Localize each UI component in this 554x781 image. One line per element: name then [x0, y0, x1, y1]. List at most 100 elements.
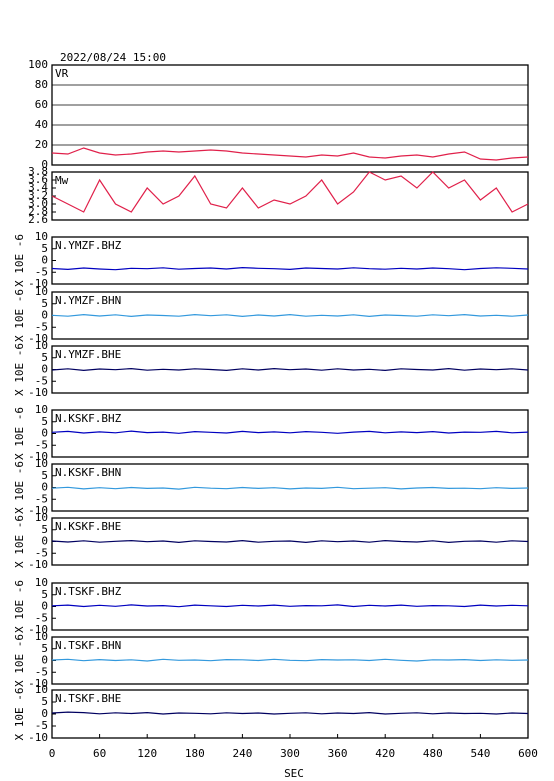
x-tick-label: 180	[185, 747, 205, 760]
y-tick-label: -5	[35, 438, 48, 451]
y-tick-label: 5	[41, 242, 48, 255]
y-tick-label: -10	[28, 504, 48, 517]
y-tick-label: -5	[35, 492, 48, 505]
series-line	[51, 604, 529, 608]
series-line	[51, 658, 529, 662]
y-tick-label: -10	[28, 277, 48, 290]
series-line	[51, 486, 529, 490]
y-tick-label: -10	[28, 332, 48, 345]
y-tick-label: 0	[41, 309, 48, 322]
y-tick-label: 5	[41, 588, 48, 601]
y-tick-label: 5	[41, 695, 48, 708]
y-tick-label: 80	[35, 78, 48, 91]
y-tick-label: -10	[28, 623, 48, 636]
y-tick-label: 0	[41, 600, 48, 613]
y-tick-label: -10	[28, 558, 48, 571]
x-tick-label: 600	[518, 747, 538, 760]
y-axis-label: X 10E -6	[13, 407, 26, 460]
x-tick-label: 420	[375, 747, 395, 760]
y-tick-label: -5	[35, 320, 48, 333]
y-tick-label: -5	[35, 265, 48, 278]
y-tick-label: 2.8	[28, 205, 48, 218]
panel-frame	[51, 236, 529, 285]
y-tick-label: 10	[35, 576, 48, 589]
y-tick-label: 3.4	[28, 181, 48, 194]
x-axis-label: SEC	[284, 767, 304, 780]
x-tick-label: 360	[328, 747, 348, 760]
x-tick-label: 120	[137, 747, 157, 760]
x-tick-label: 300	[280, 747, 300, 760]
y-tick-label: -5	[35, 611, 48, 624]
panel-frame	[51, 409, 529, 458]
chart-title: 2022/08/24 15:00	[60, 51, 166, 64]
series-label: N.YMZF.BHE	[55, 348, 121, 361]
series-line	[51, 171, 529, 213]
y-axis-label: X 10E -6	[13, 461, 26, 514]
y-axis-label: X 10E -6	[13, 289, 26, 342]
x-tick-label: 0	[49, 747, 56, 760]
series-line	[51, 266, 529, 271]
y-tick-label: -10	[28, 450, 48, 463]
series-line	[51, 711, 529, 715]
y-tick-label: 40	[35, 118, 48, 131]
y-tick-label: 0	[41, 481, 48, 494]
y-tick-label: -5	[35, 665, 48, 678]
y-axis-label: X 10E -6	[13, 580, 26, 633]
panel-frame	[51, 64, 529, 166]
panel-frame	[51, 689, 529, 739]
y-tick-label: 5	[41, 297, 48, 310]
y-tick-label: 100	[28, 58, 48, 71]
series-label: N.YMZF.BHZ	[55, 239, 122, 252]
series-label: N.KSKF.BHZ	[55, 412, 122, 425]
series-line	[51, 147, 529, 161]
series-line	[51, 313, 529, 318]
y-tick-label: 3.8	[28, 165, 48, 178]
y-tick-label: -10	[28, 386, 48, 399]
y-tick-label: 0	[41, 254, 48, 267]
series-label: N.KSKF.BHE	[55, 520, 121, 533]
y-tick-label: 0	[41, 707, 48, 720]
x-tick-label: 540	[470, 747, 490, 760]
y-tick-label: -10	[28, 677, 48, 690]
y-tick-label: 10	[35, 403, 48, 416]
series-line	[51, 367, 529, 372]
series-label: N.KSKF.BHN	[55, 466, 121, 479]
panel-frame	[51, 171, 529, 221]
series-label: Mw	[55, 174, 69, 187]
y-tick-label: 10	[35, 285, 48, 298]
y-tick-label: 20	[35, 138, 48, 151]
y-tick-label: -5	[35, 719, 48, 732]
y-tick-label: 5	[41, 642, 48, 655]
y-tick-label: 10	[35, 457, 48, 470]
x-tick-label: 60	[93, 747, 106, 760]
y-tick-label: -5	[35, 374, 48, 387]
x-tick-label: 480	[423, 747, 443, 760]
y-tick-label: 0	[41, 427, 48, 440]
y-axis-label: X 10E -6	[13, 688, 26, 741]
y-tick-label: 5	[41, 415, 48, 428]
series-label: N.YMZF.BHN	[55, 294, 121, 307]
y-tick-label: 5	[41, 351, 48, 364]
y-tick-label: 0	[41, 158, 48, 171]
y-tick-label: 5	[41, 523, 48, 536]
y-tick-label: 10	[35, 630, 48, 643]
y-tick-label: 3.0	[28, 197, 48, 210]
y-tick-label: 3.6	[28, 173, 48, 186]
y-tick-label: -5	[35, 546, 48, 559]
y-tick-label: 10	[35, 683, 48, 696]
y-tick-label: 3.2	[28, 189, 48, 202]
y-axis-label: X 10E -6	[13, 515, 26, 568]
series-line	[51, 539, 529, 544]
series-label: N.TSKF.BHN	[55, 639, 121, 652]
y-tick-label: 0	[41, 654, 48, 667]
y-tick-label: -10	[28, 731, 48, 744]
y-tick-label: 60	[35, 98, 48, 111]
x-tick-label: 240	[232, 747, 252, 760]
y-tick-label: 10	[35, 230, 48, 243]
y-tick-label: 5	[41, 469, 48, 482]
y-axis-label: X 10E -6	[13, 634, 26, 687]
y-tick-label: 2.6	[28, 213, 48, 226]
series-line	[51, 430, 529, 434]
series-label: N.TSKF.BHZ	[55, 585, 122, 598]
